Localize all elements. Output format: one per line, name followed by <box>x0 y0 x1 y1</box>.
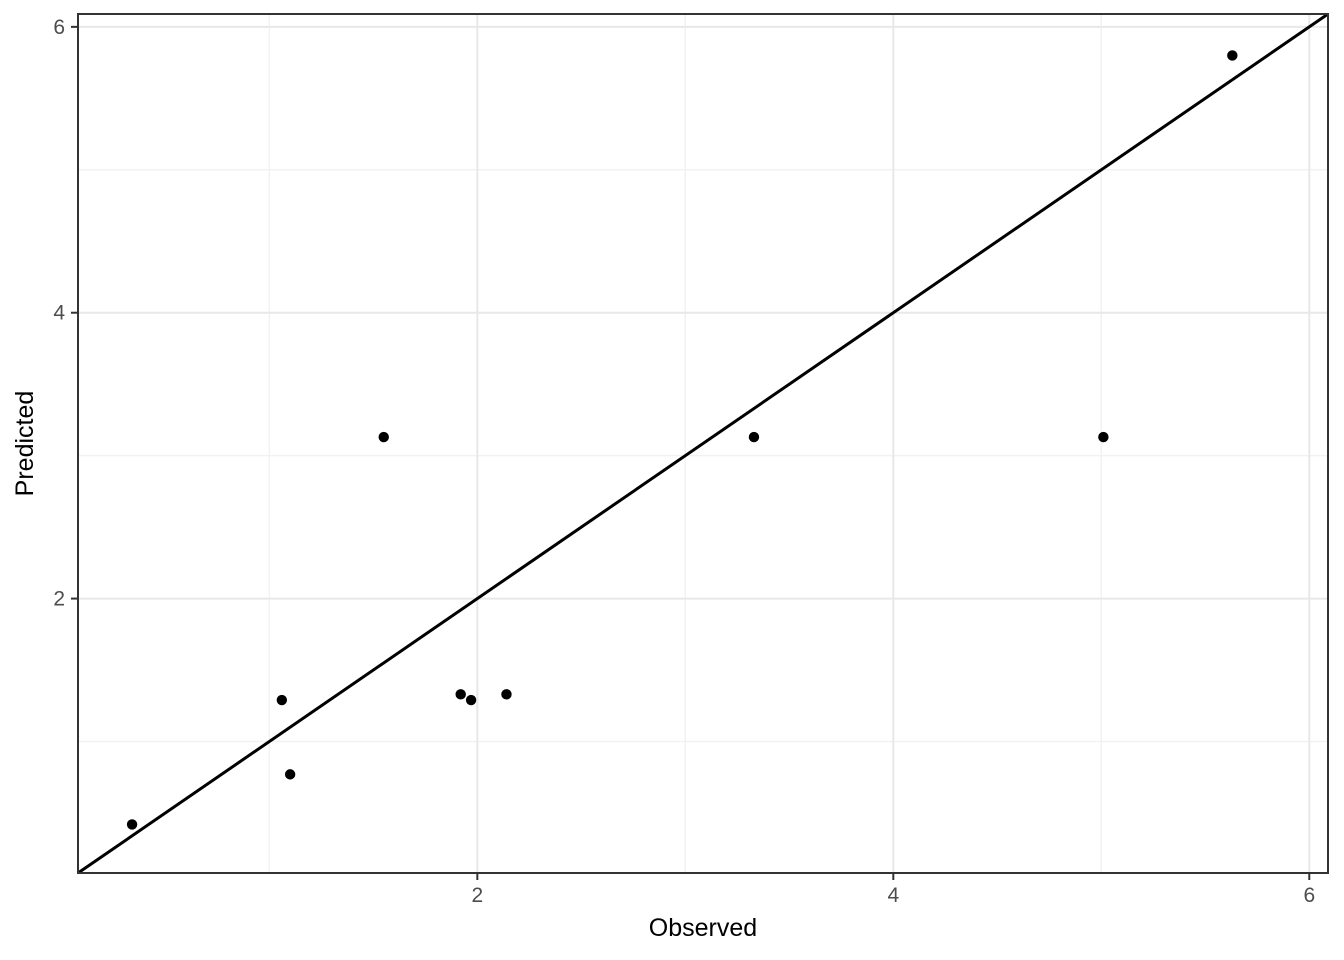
data-points <box>126 50 1238 830</box>
data-point <box>276 694 288 706</box>
x-tick-label: 2 <box>471 884 483 907</box>
data-point <box>1098 431 1109 443</box>
data-point <box>378 431 389 443</box>
x-axis-title: Observed <box>649 914 757 942</box>
data-point <box>284 769 296 780</box>
identity-reference-line <box>77 12 1329 875</box>
x-tick-label: 6 <box>1303 884 1315 907</box>
axis-tick-labels: 2 4 6 2 4 6 <box>53 16 1315 907</box>
y-tick-label: 4 <box>53 302 65 325</box>
data-point <box>126 819 138 830</box>
reference-line <box>77 12 1329 875</box>
axis-ticks <box>71 25 1311 880</box>
data-point <box>1227 50 1238 61</box>
y-tick-label: 6 <box>53 16 65 39</box>
y-axis-title: Predicted <box>11 391 39 497</box>
data-point <box>748 431 760 443</box>
data-point <box>465 694 477 706</box>
plot-panel-border <box>77 13 1329 874</box>
data-point <box>455 689 466 700</box>
y-tick-label: 2 <box>53 588 65 611</box>
gridlines-minor <box>78 14 1328 873</box>
x-tick-label: 4 <box>887 884 899 907</box>
gridlines-major <box>78 14 1328 873</box>
data-point <box>501 689 512 700</box>
